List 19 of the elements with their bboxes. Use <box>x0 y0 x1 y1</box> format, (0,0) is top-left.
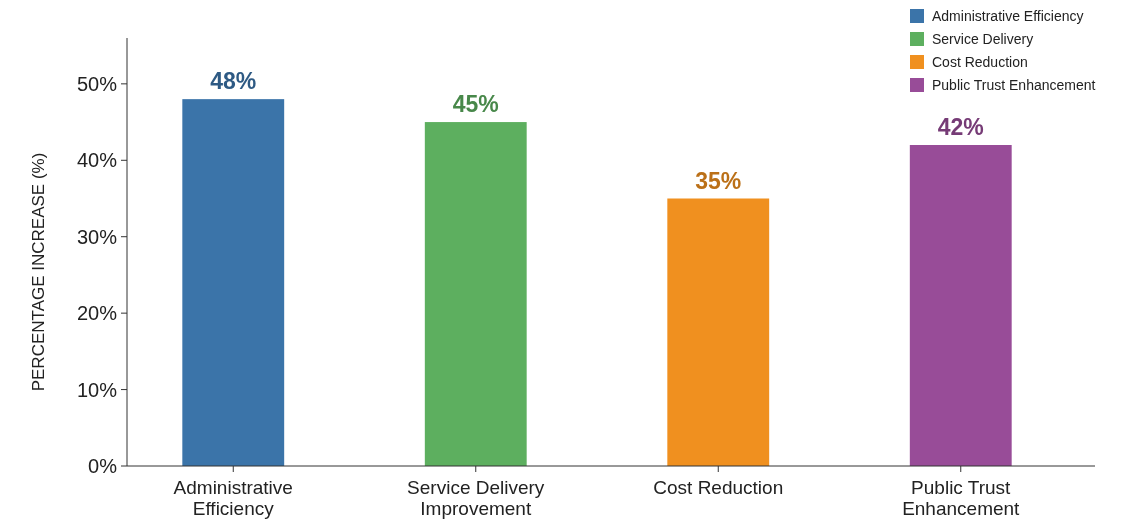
legend-label: Administrative Efficiency <box>932 7 1084 24</box>
text: 45% <box>452 91 499 118</box>
y-tick-label: 0% <box>88 455 118 477</box>
x-tick-label: Administrative Efficiency <box>173 477 293 519</box>
legend-label: Service Delivery <box>932 30 1034 47</box>
y-axis-title: PERCENTAGE INCREASE (%) <box>29 152 48 392</box>
y-tick-label: 30% <box>76 225 118 248</box>
legend-label: Cost Reduction <box>932 53 1028 70</box>
text: 35% <box>695 167 742 194</box>
legend-label: Public Trust Enhancement <box>932 76 1096 93</box>
y-tick-label: 50% <box>76 72 118 95</box>
text: 42% <box>937 114 984 140</box>
y-tick-label: 20% <box>76 302 118 325</box>
y-tick-label: 10% <box>76 378 118 401</box>
x-tick-label: Public Trust Enhancement <box>902 477 1021 519</box>
x-tick-label: Service Delivery Improvement <box>407 477 545 519</box>
y-tick-label: 40% <box>76 149 118 172</box>
x-tick-label: Cost Reduction <box>653 477 784 498</box>
text: 48% <box>210 68 257 95</box>
